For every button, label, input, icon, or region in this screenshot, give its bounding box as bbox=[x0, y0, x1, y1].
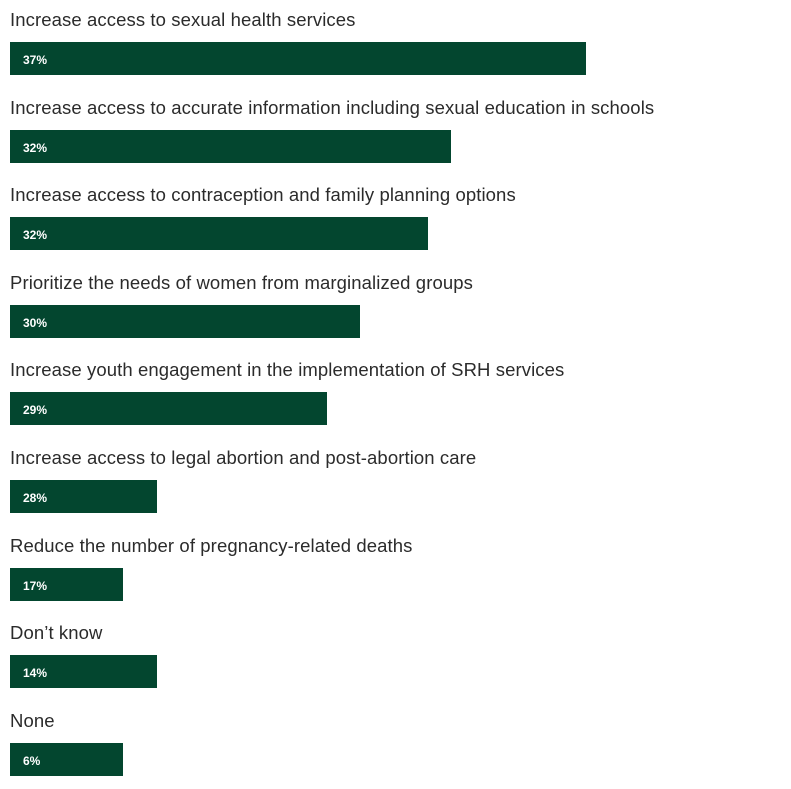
bar-value-label: 14% bbox=[23, 666, 48, 681]
bar-row: Increase access to contraception and fam… bbox=[10, 175, 791, 263]
bar bbox=[10, 567, 123, 601]
category-label: Increase access to sexual health service… bbox=[10, 9, 356, 30]
bar-row: Increase access to legal abortion and po… bbox=[10, 438, 791, 526]
category-label: Increase access to legal abortion and po… bbox=[10, 447, 477, 468]
category-label: Reduce the number of pregnancy-related d… bbox=[10, 534, 413, 556]
bar bbox=[10, 655, 157, 689]
bar bbox=[10, 42, 586, 75]
bar-row: Don’t know 14% bbox=[10, 613, 791, 701]
bar-value-label: 32% bbox=[23, 228, 48, 243]
bar-value-label: 32% bbox=[23, 140, 48, 155]
category-label: Don’t know bbox=[10, 622, 103, 644]
bar bbox=[10, 392, 327, 426]
bar-row: Reduce the number of pregnancy-related d… bbox=[10, 526, 791, 614]
bar-row: Increase access to accurate information … bbox=[10, 88, 791, 176]
bar bbox=[10, 742, 123, 776]
category-label: Increase access to contraception and fam… bbox=[10, 184, 516, 206]
bar-row: None 6% bbox=[10, 701, 791, 789]
bar-value-label: 30% bbox=[23, 315, 48, 330]
category-label: Prioritize the needs of women from margi… bbox=[10, 271, 473, 293]
bar-value-label: 29% bbox=[23, 403, 48, 418]
category-label: None bbox=[10, 709, 55, 731]
bar bbox=[10, 304, 360, 338]
bar bbox=[10, 480, 157, 513]
bar-row: Increase youth engagement in the impleme… bbox=[10, 350, 791, 438]
bar-value-label: 37% bbox=[23, 53, 48, 67]
category-label: Increase access to accurate information … bbox=[10, 96, 655, 118]
category-label: Increase youth engagement in the impleme… bbox=[10, 359, 565, 381]
bar-row: Increase access to sexual health service… bbox=[10, 0, 791, 88]
bar-value-label: 17% bbox=[23, 578, 48, 593]
bar bbox=[10, 217, 428, 251]
bar bbox=[10, 129, 451, 163]
bar-row: Prioritize the needs of women from margi… bbox=[10, 263, 791, 351]
bar-value-label: 6% bbox=[23, 753, 41, 768]
bar-value-label: 28% bbox=[23, 491, 48, 505]
